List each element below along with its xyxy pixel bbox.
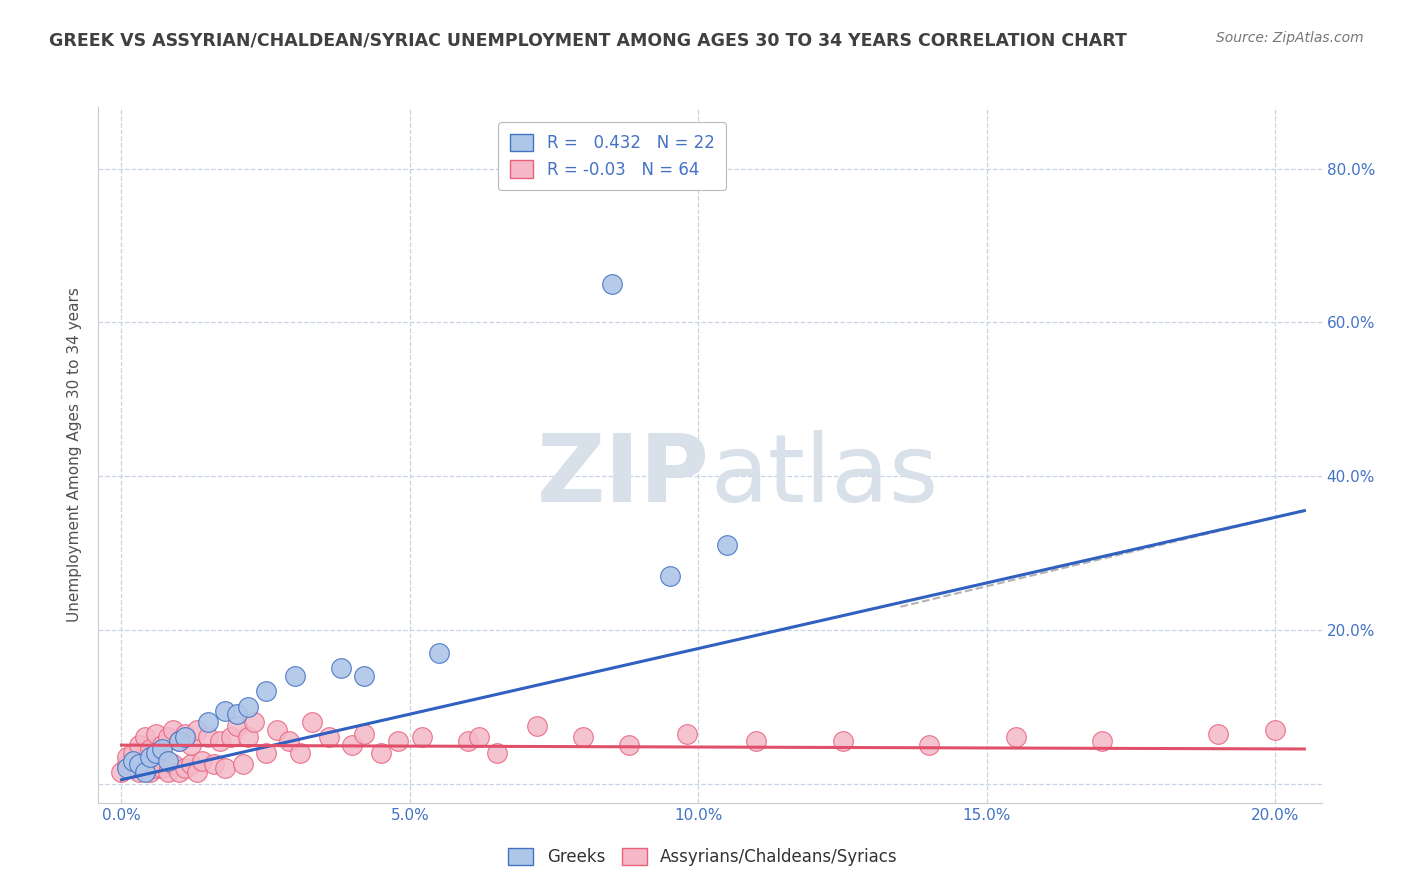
Legend: Greeks, Assyrians/Chaldeans/Syriacs: Greeks, Assyrians/Chaldeans/Syriacs (502, 841, 904, 873)
Point (128, 757, 150, 772)
Point (716, 538, 738, 552)
Point (134, 765, 156, 780)
Point (1206, 726, 1229, 740)
Point (162, 723, 184, 737)
Point (219, 731, 242, 745)
Point (186, 723, 208, 737)
Point (139, 765, 162, 780)
Point (266, 723, 288, 737)
Point (243, 715, 266, 730)
Point (485, 746, 508, 760)
Legend: R =   0.432   N = 22, R = -0.03   N = 64: R = 0.432 N = 22, R = -0.03 N = 64 (498, 122, 725, 190)
Point (174, 726, 197, 740)
Point (831, 734, 853, 748)
Point (117, 761, 139, 775)
Point (387, 734, 409, 748)
Point (128, 757, 150, 772)
Point (145, 749, 167, 764)
Point (411, 731, 433, 745)
Point (174, 761, 197, 775)
Text: ZIP: ZIP (537, 430, 710, 522)
Point (468, 731, 491, 745)
Point (162, 757, 184, 772)
Text: Source: ZipAtlas.com: Source: ZipAtlas.com (1216, 31, 1364, 45)
Point (156, 765, 179, 780)
Point (134, 761, 156, 775)
Point (150, 742, 173, 756)
Point (370, 746, 392, 760)
Point (150, 761, 173, 775)
Point (238, 731, 260, 745)
Point (284, 669, 307, 683)
Point (139, 749, 162, 764)
Point (208, 734, 231, 748)
Point (254, 746, 277, 760)
Point (329, 661, 352, 675)
Point (572, 731, 595, 745)
Point (277, 734, 299, 748)
Point (128, 765, 150, 780)
Point (353, 669, 375, 683)
Point (745, 734, 768, 748)
Point (1091, 734, 1114, 748)
Point (1264, 723, 1286, 737)
Point (526, 719, 548, 733)
Point (619, 738, 641, 752)
Point (202, 757, 225, 772)
Point (197, 731, 219, 745)
Point (174, 731, 197, 745)
Point (167, 734, 190, 748)
Point (180, 757, 202, 772)
Point (290, 746, 312, 760)
Point (167, 734, 190, 748)
Point (254, 684, 277, 698)
Point (457, 734, 479, 748)
Point (167, 765, 190, 780)
Point (191, 754, 214, 768)
Point (214, 761, 236, 775)
Point (117, 749, 139, 764)
Point (232, 757, 254, 772)
Point (918, 738, 941, 752)
Point (214, 704, 236, 718)
Y-axis label: Unemployment Among Ages 30 to 34 years: Unemployment Among Ages 30 to 34 years (67, 287, 83, 623)
Point (658, 569, 681, 583)
Point (134, 731, 156, 745)
Point (197, 715, 219, 730)
Point (145, 746, 167, 760)
Point (342, 738, 364, 752)
Point (122, 746, 145, 760)
Point (1004, 731, 1026, 745)
Point (353, 726, 375, 740)
Point (156, 754, 179, 768)
Point (122, 761, 145, 775)
Point (427, 646, 450, 660)
Point (156, 731, 179, 745)
Point (117, 757, 139, 772)
Point (122, 754, 145, 768)
Point (225, 719, 247, 733)
Point (150, 738, 173, 752)
Text: GREEK VS ASSYRIAN/CHALDEAN/SYRIAC UNEMPLOYMENT AMONG AGES 30 TO 34 YEARS CORRELA: GREEK VS ASSYRIAN/CHALDEAN/SYRIAC UNEMPL… (49, 31, 1128, 49)
Point (145, 761, 167, 775)
Point (225, 707, 247, 722)
Point (301, 715, 323, 730)
Point (128, 738, 150, 752)
Point (145, 726, 167, 740)
Point (110, 765, 132, 780)
Text: atlas: atlas (710, 430, 938, 522)
Point (180, 738, 202, 752)
Point (186, 765, 208, 780)
Point (139, 742, 162, 756)
Point (600, 277, 623, 291)
Point (318, 731, 340, 745)
Point (676, 726, 699, 740)
Point (238, 699, 260, 714)
